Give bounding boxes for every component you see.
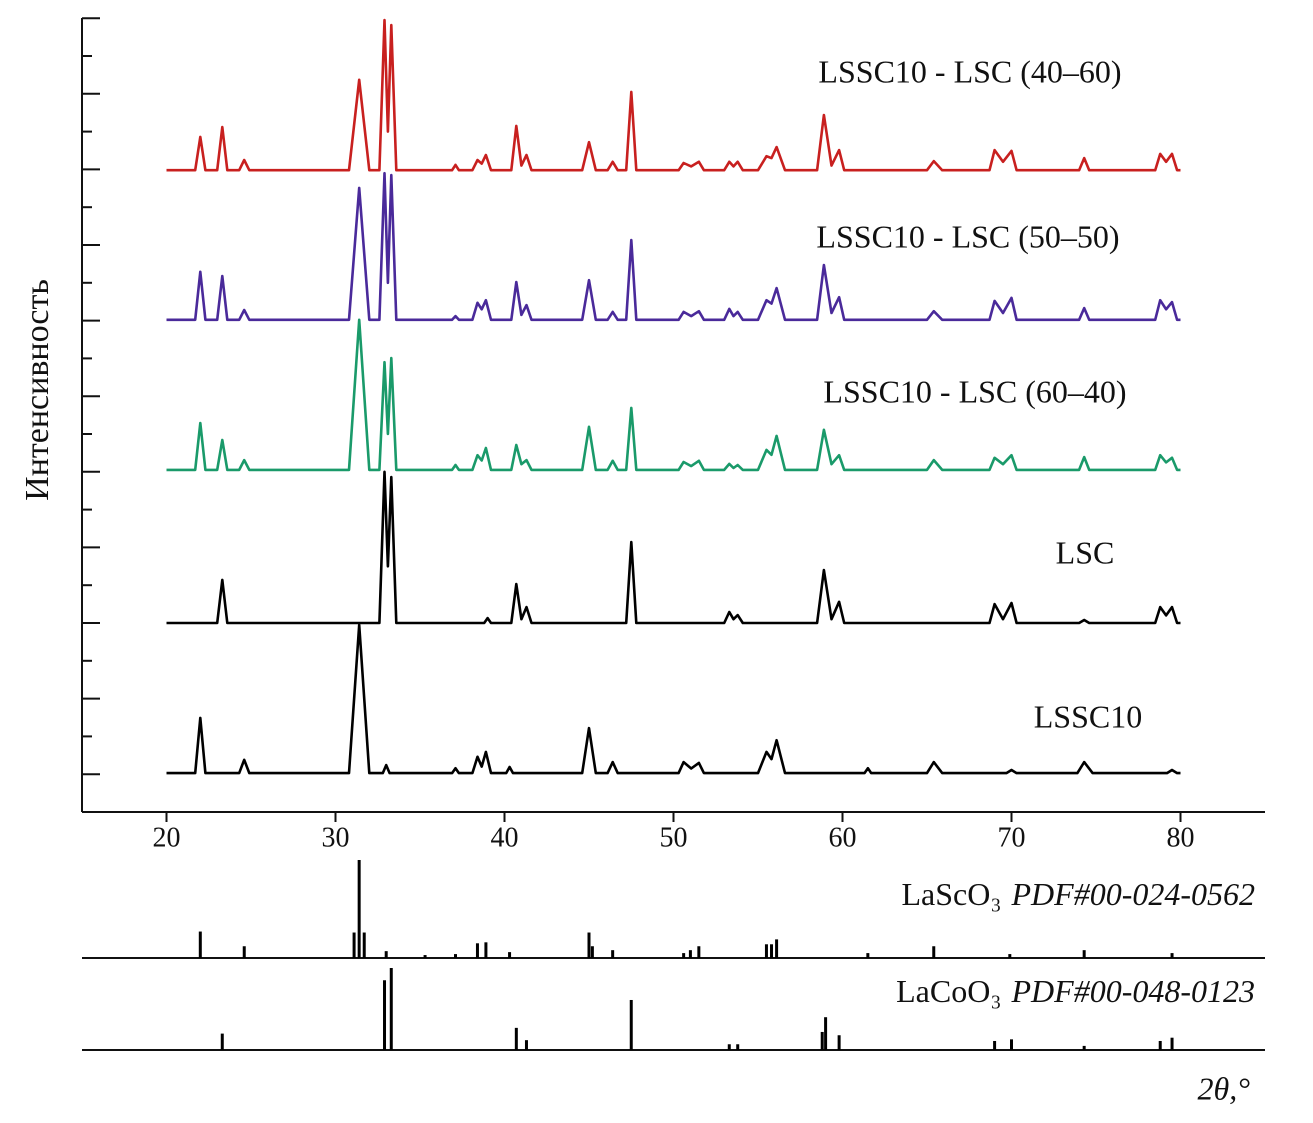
x-tick-label: 40 [491, 822, 519, 853]
series-label: LSSC10 - LSC (40–60) [818, 53, 1121, 89]
xrd-pattern [166, 18, 1181, 172]
reference-card: PDF#00-024-0562 [1010, 876, 1255, 912]
x-tick-label: 30 [322, 822, 350, 853]
xrd-pattern [166, 171, 1181, 322]
reference-label: LaScO₃ PDF#00-024-0562 [901, 876, 1255, 912]
xrd-pattern [166, 623, 1181, 775]
reference-phase: LaScO₃ [901, 876, 1001, 912]
x-axis-label: 2θ,° [1197, 1070, 1250, 1106]
x-tick-label: 60 [829, 822, 857, 853]
series-label: LSSC10 - LSC (60–40) [823, 373, 1126, 409]
x-tick-label: 50 [660, 822, 688, 853]
xrd-pattern [166, 470, 1181, 625]
x-tick-label: 70 [998, 822, 1026, 853]
series-label: LSC [1056, 534, 1115, 570]
reference-card: PDF#00-048-0123 [1010, 973, 1255, 1009]
x-tick-label: 80 [1167, 822, 1195, 853]
y-axis-label: Интенсивность [19, 279, 56, 501]
series-label: LSSC10 - LSC (50–50) [816, 218, 1119, 254]
reference-label: LaCoO₃ PDF#00-048-0123 [896, 973, 1255, 1009]
reference-phase: LaCoO₃ [896, 973, 1001, 1009]
x-tick-label: 20 [153, 822, 181, 853]
xrd-pattern [166, 318, 1181, 472]
series-label: LSSC10 [1034, 698, 1142, 734]
